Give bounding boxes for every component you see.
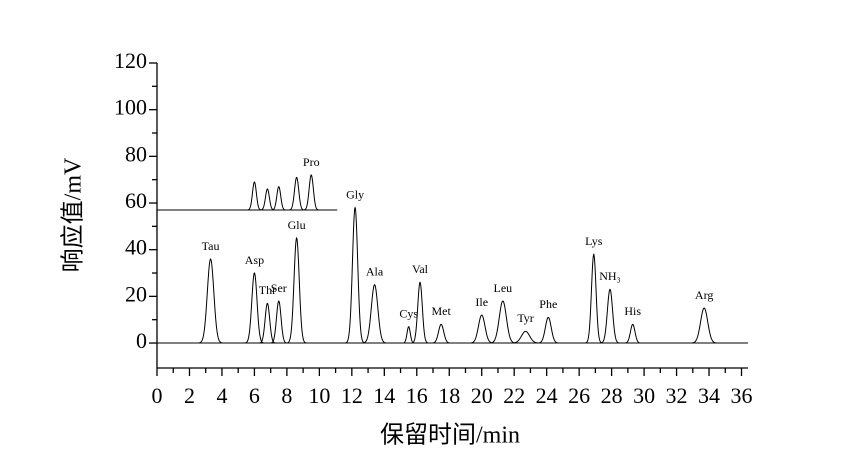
x-tick-label: 34 bbox=[698, 383, 720, 408]
peak-label: Tyr bbox=[517, 311, 534, 325]
x-tick-label: 16 bbox=[406, 383, 428, 408]
y-axis-title: 响应值/mV bbox=[60, 157, 87, 272]
y-tick-label: 60 bbox=[125, 188, 147, 213]
peak-label: Pro bbox=[303, 155, 320, 169]
peak-label: Ala bbox=[366, 264, 384, 278]
x-tick-label: 14 bbox=[373, 383, 395, 408]
peak bbox=[258, 302, 277, 344]
peak-label: Met bbox=[431, 304, 451, 318]
peak bbox=[270, 186, 287, 211]
peak-label: Lys bbox=[585, 234, 603, 248]
peak-label: His bbox=[624, 304, 641, 318]
x-tick-label: 22 bbox=[503, 383, 525, 408]
peak-label: NH₃ bbox=[599, 269, 621, 283]
peak bbox=[361, 284, 388, 344]
peak-label: Cys bbox=[399, 306, 418, 320]
x-tick-label: 30 bbox=[633, 383, 655, 408]
x-tick-label: 10 bbox=[308, 383, 330, 408]
peak bbox=[689, 307, 719, 344]
x-tick-label: 20 bbox=[471, 383, 493, 408]
x-tick-label: 0 bbox=[152, 383, 163, 408]
peak bbox=[402, 326, 416, 344]
x-tick-label: 12 bbox=[341, 383, 363, 408]
peak-label: Ile bbox=[475, 295, 488, 309]
peak-label: Thr bbox=[259, 283, 276, 297]
x-tick-label: 24 bbox=[536, 383, 558, 408]
x-tick-label: 28 bbox=[601, 383, 623, 408]
peak-label: Asp bbox=[245, 253, 264, 267]
peak-label: Gly bbox=[346, 187, 364, 201]
x-tick-label: 2 bbox=[184, 383, 195, 408]
peak-label: Leu bbox=[494, 281, 513, 295]
peak bbox=[536, 316, 560, 344]
peak-label: Phe bbox=[539, 297, 557, 311]
y-tick-label: 120 bbox=[114, 48, 147, 73]
peak-label: Val bbox=[412, 262, 429, 276]
peak bbox=[410, 281, 430, 344]
y-tick-label: 80 bbox=[125, 141, 147, 166]
peak bbox=[468, 314, 495, 344]
peak bbox=[288, 176, 306, 211]
x-tick-label: 6 bbox=[249, 383, 260, 408]
x-tick-label: 18 bbox=[438, 383, 460, 408]
peak bbox=[509, 330, 542, 344]
y-tick-label: 40 bbox=[125, 235, 147, 260]
peak bbox=[430, 323, 452, 344]
peak bbox=[584, 253, 603, 344]
peak bbox=[197, 258, 224, 344]
peak bbox=[246, 181, 263, 211]
peak bbox=[286, 236, 308, 344]
peak-label: Arg bbox=[695, 288, 713, 302]
x-tick-label: 36 bbox=[731, 383, 753, 408]
peak bbox=[488, 300, 518, 344]
peak bbox=[302, 174, 320, 211]
peak-label: Tau bbox=[202, 239, 220, 253]
x-tick-label: 26 bbox=[568, 383, 590, 408]
peak-label: Ser bbox=[271, 281, 287, 295]
y-tick-label: 100 bbox=[114, 95, 147, 120]
peak bbox=[259, 188, 276, 211]
peak-label: Glu bbox=[288, 218, 306, 232]
peak bbox=[344, 206, 366, 344]
peak bbox=[623, 323, 642, 344]
x-axis-title: 保留时间/min bbox=[380, 422, 520, 449]
x-tick-label: 8 bbox=[281, 383, 292, 408]
x-tick-label: 32 bbox=[666, 383, 688, 408]
peak bbox=[269, 300, 288, 344]
peak bbox=[599, 288, 621, 344]
x-tick-label: 4 bbox=[216, 383, 227, 408]
y-tick-label: 20 bbox=[125, 281, 147, 306]
y-tick-label: 0 bbox=[136, 328, 147, 353]
